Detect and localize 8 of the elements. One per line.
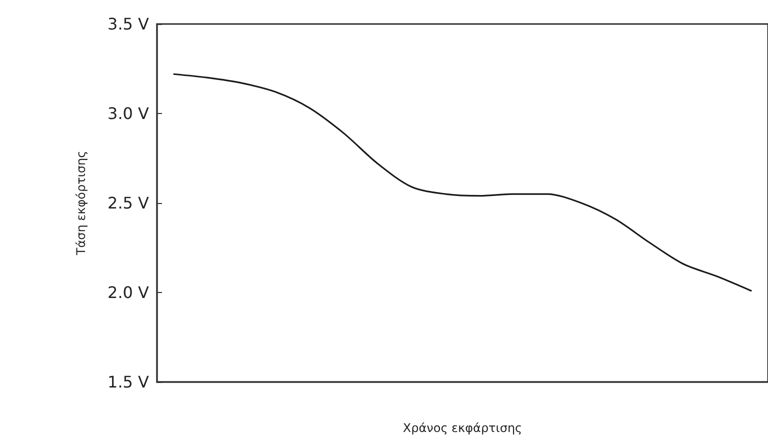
line-series — [173, 73, 752, 292]
y-tick-label: 2.0 V — [108, 283, 150, 302]
y-tick-label: 1.5 V — [108, 372, 150, 392]
y-tick-label: 3.5 V — [108, 14, 150, 34]
x-axis-title: Χράνος εκφάρτισης — [402, 421, 522, 435]
y-tick-label: 3.0 V — [108, 104, 150, 123]
y-tick-label: 2.5 V — [108, 194, 150, 212]
y-axis-title: Τάση εκφόρτισης — [74, 150, 88, 256]
